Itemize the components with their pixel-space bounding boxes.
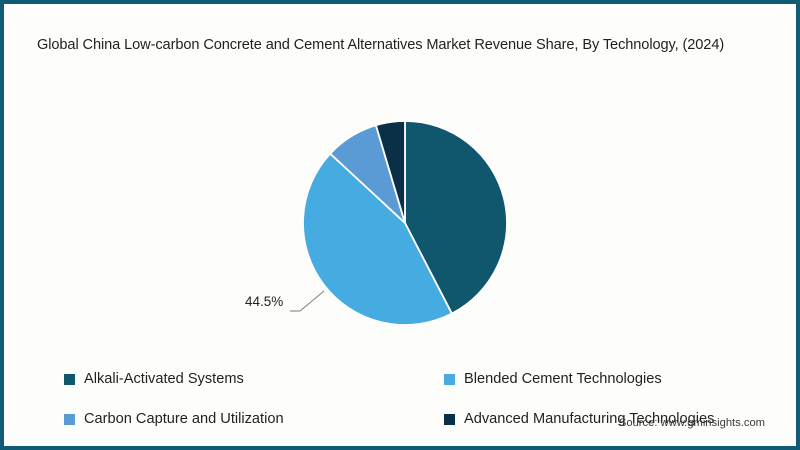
chart-legend: Alkali-Activated Systems Blended Cement T… <box>64 359 764 439</box>
legend-item-label: Alkali-Activated Systems <box>84 370 244 387</box>
legend-item-label: Blended Cement Technologies <box>464 370 662 387</box>
pie-chart <box>285 103 525 343</box>
legend-swatch-icon <box>444 373 455 385</box>
chart-inner-panel: Global China Low-carbon Concrete and Cem… <box>7 7 793 443</box>
legend-item[interactable]: Blended Cement Technologies <box>444 372 764 387</box>
pie-slice-group <box>302 120 508 326</box>
pie-slice-percentage-label: 44.5% <box>245 294 284 309</box>
legend-item[interactable]: Carbon Capture and Utilization <box>64 412 444 427</box>
legend-swatch-icon <box>444 413 455 425</box>
legend-item[interactable]: Advanced Manufacturing Technologies <box>444 412 764 427</box>
pie-slice <box>302 152 454 326</box>
legend-item-label: Carbon Capture and Utilization <box>84 410 284 427</box>
legend-item[interactable]: Alkali-Activated Systems <box>64 372 444 387</box>
pie-slice <box>404 120 508 315</box>
page-title: Global China Low-carbon Concrete and Cem… <box>37 37 725 53</box>
pie-slice <box>374 120 406 224</box>
legend-swatch-icon <box>64 373 75 385</box>
legend-item-label: Advanced Manufacturing Technologies <box>464 410 715 427</box>
legend-swatch-icon <box>64 413 75 425</box>
slice-label-leader-line <box>290 290 325 312</box>
pie-chart-svg <box>302 120 508 326</box>
source-attribution: Source: www.gminsights.com <box>618 417 765 429</box>
